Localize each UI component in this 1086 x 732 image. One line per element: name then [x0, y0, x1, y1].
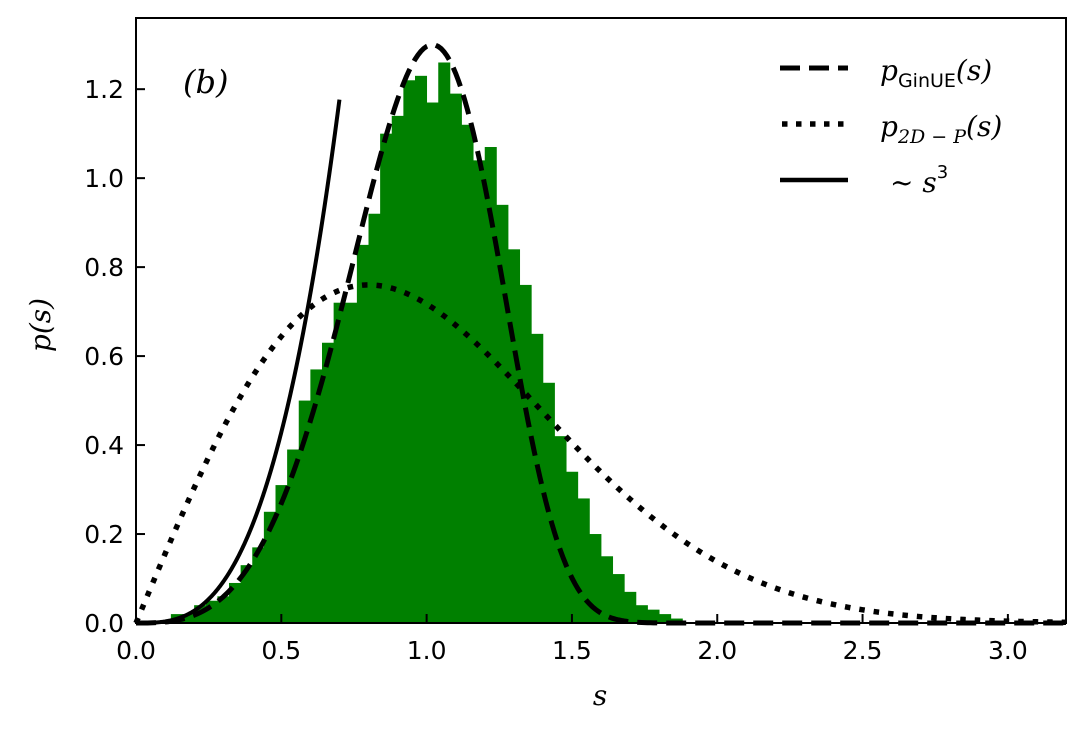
histogram-bar	[298, 400, 311, 623]
y-tick-label: 1.0	[84, 164, 124, 193]
legend-cubic-main: ~ s	[890, 166, 937, 199]
legend-ginue-tail: (s)	[956, 54, 992, 87]
histogram-bar	[659, 614, 672, 623]
curve-cubic	[136, 99, 342, 625]
histogram-bar	[345, 302, 358, 623]
curve-poisson2d	[133, 282, 1067, 625]
histogram-bar	[542, 382, 555, 623]
x-tick-label: 2.5	[843, 636, 883, 665]
panel-label: (b)	[183, 63, 228, 101]
histogram-bar	[589, 534, 602, 623]
y-axis-title: p(s)	[24, 298, 57, 352]
legend: pGinUE(s) p2D − P(s) ~ s3	[780, 54, 1002, 199]
histogram-bar	[519, 284, 532, 623]
axis-ticks: 0.0 0.5 1.0 1.5 2.0 2.5 3.0 0.0 0.2 0.4 0.6 0.8 1.0 1…	[84, 75, 1028, 665]
histogram-bar	[554, 436, 567, 623]
y-tick-label: 0.2	[84, 520, 124, 549]
y-tick-label: 0.4	[84, 431, 124, 460]
legend-label-cubic: ~ s3	[890, 162, 948, 199]
plot-frame	[135, 17, 1067, 624]
histogram-bar	[647, 609, 660, 623]
histogram-bar	[333, 302, 346, 623]
y-tick-label: 0.6	[84, 342, 124, 371]
legend-label-ginue: pGinUE(s)	[880, 54, 992, 92]
histogram-bar	[310, 369, 323, 623]
y-axis-title-text: p(s)	[24, 298, 57, 352]
histogram-bar	[473, 160, 486, 623]
x-tick-label: 2.0	[697, 636, 737, 665]
histogram-bar	[403, 80, 416, 623]
histogram-bar	[240, 565, 253, 623]
histogram-bar	[624, 591, 637, 623]
legend-ginue-main: p	[880, 54, 898, 87]
y-tick-label: 0.8	[84, 253, 124, 282]
histogram-bar	[635, 605, 648, 623]
histogram-bar	[612, 574, 625, 623]
legend-poisson2d-tail: (s)	[966, 110, 1002, 143]
legend-poisson2d-main: p	[880, 110, 898, 143]
legend-label-poisson2d: p2D − P(s)	[880, 110, 1002, 148]
histogram-bar	[461, 124, 474, 623]
histogram-bar	[217, 596, 230, 623]
histogram-bar	[391, 115, 404, 623]
histogram-bar	[438, 62, 451, 624]
x-tick-label: 1.5	[552, 636, 592, 665]
histogram-bar	[601, 556, 614, 623]
histogram-bar	[275, 485, 288, 623]
y-tick-label: 1.2	[84, 75, 124, 104]
y-tick-label: 0.0	[84, 609, 124, 638]
histogram-bar	[263, 511, 276, 623]
histogram-bar	[322, 342, 335, 623]
histogram-bar	[356, 244, 369, 623]
legend-ginue-sub: GinUE	[898, 70, 956, 92]
x-tick-label: 3.0	[988, 636, 1028, 665]
histogram-bar	[229, 582, 242, 623]
histogram-bar	[484, 147, 497, 623]
x-tick-label: 0.0	[116, 636, 156, 665]
histogram-bar	[205, 600, 218, 623]
histogram-bar	[415, 75, 428, 624]
x-tick-label: 1.0	[407, 636, 447, 665]
histogram-bar	[566, 471, 579, 623]
legend-poisson2d-sub: 2D − P	[897, 126, 967, 148]
x-axis-title: s	[593, 679, 607, 712]
histogram-bar	[449, 93, 462, 623]
histogram-bar	[182, 614, 195, 623]
histogram-bar	[380, 133, 393, 624]
histogram-bar	[508, 249, 521, 623]
histogram-bar	[426, 102, 439, 624]
legend-cubic-sup: 3	[937, 162, 948, 183]
histogram-bar	[252, 547, 265, 623]
histogram-bar	[368, 213, 381, 623]
x-tick-label: 0.5	[261, 636, 301, 665]
histogram-bar	[287, 449, 300, 623]
